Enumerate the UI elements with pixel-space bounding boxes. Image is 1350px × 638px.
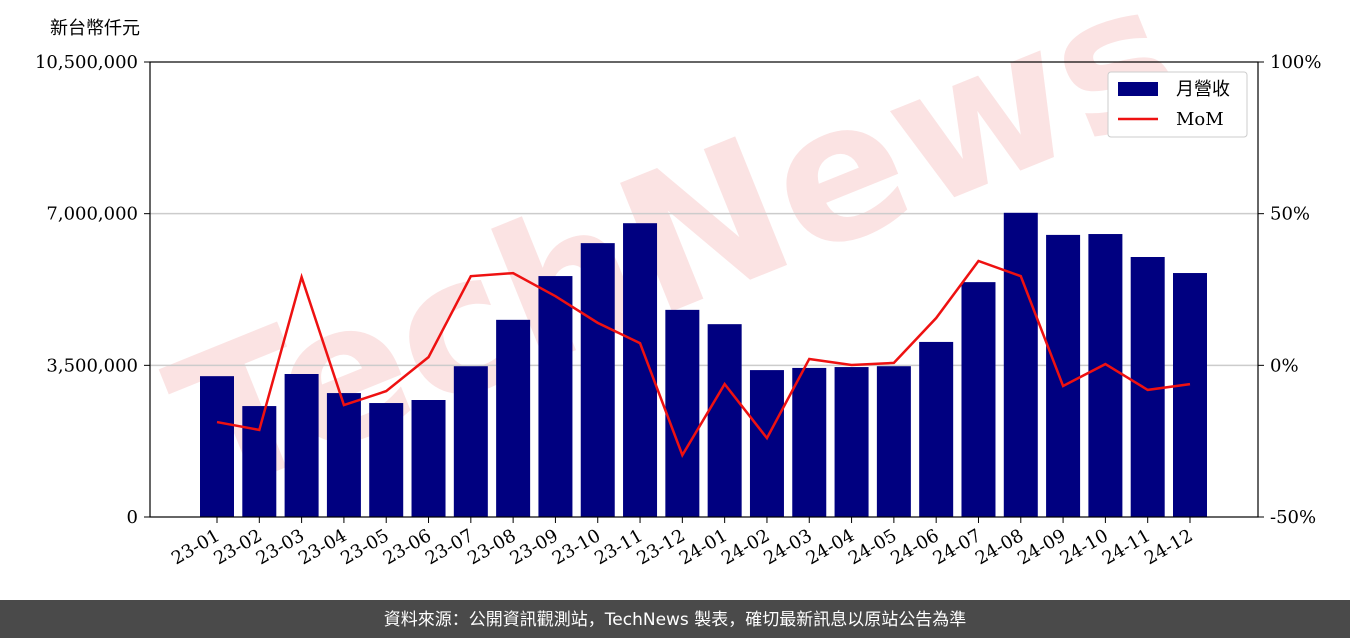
bar: [1173, 273, 1207, 517]
y-tick-label: 0: [127, 507, 138, 528]
y-tick-label: 10,500,000: [35, 52, 138, 73]
footer-text: 資料來源：公開資訊觀測站，TechNews 製表，確切最新訊息以原站公告為準: [384, 610, 966, 630]
bar: [707, 324, 742, 517]
bar: [411, 400, 446, 517]
bar: [200, 376, 234, 517]
line: [216, 259, 1191, 458]
bar: [876, 366, 911, 517]
legend-label: 月營收: [1176, 79, 1230, 100]
y-tick-label: 3,500,000: [46, 355, 138, 376]
y2-tick-label: -50%: [1270, 507, 1316, 528]
bar: [1088, 234, 1123, 518]
bar: [792, 367, 827, 517]
legend-swatch: [1118, 82, 1158, 96]
bar: [919, 341, 954, 517]
bar: [453, 366, 488, 517]
bar: [749, 370, 784, 517]
footer-bar: [0, 600, 1350, 638]
bar: [1130, 257, 1165, 517]
bar: [326, 393, 361, 517]
legend-label: MoM: [1176, 109, 1224, 130]
bar: [580, 243, 615, 517]
y-axis-label: 新台幣仟元: [50, 18, 140, 39]
bar: [1046, 234, 1081, 517]
bar: [242, 406, 277, 517]
bar: [623, 223, 658, 517]
bar: [1003, 212, 1038, 518]
plot-frame: [149, 61, 1259, 518]
bar: [665, 309, 700, 517]
x-tick-label: 24-12: [1141, 525, 1196, 569]
bar: [834, 367, 869, 517]
bar: [496, 319, 531, 517]
y-tick-label: 7,000,000: [46, 204, 138, 225]
y2-tick-label: 100%: [1270, 52, 1321, 73]
bar: [961, 282, 996, 517]
bar: [284, 374, 319, 517]
y2-tick-label: 0%: [1270, 355, 1299, 376]
bar: [538, 276, 573, 517]
bar: [369, 403, 404, 517]
y2-tick-label: 50%: [1270, 204, 1310, 225]
